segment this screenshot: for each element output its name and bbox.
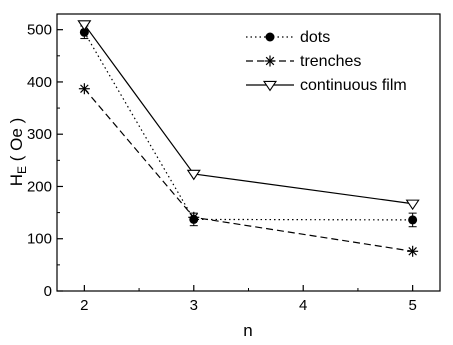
data-point-triangle xyxy=(186,169,201,181)
y-tick-label: 400 xyxy=(27,74,52,91)
y-tick-label: 0 xyxy=(44,283,52,300)
legend-item: continuous film xyxy=(246,77,407,94)
legend-label: trenches xyxy=(300,53,361,70)
y-tick-label: 300 xyxy=(27,126,52,143)
x-tick-label: 5 xyxy=(408,297,416,314)
x-tick-label: 2 xyxy=(80,297,88,314)
legend: dots trenches continuous film xyxy=(246,29,407,94)
data-point-asterisk xyxy=(407,245,419,257)
y-axis-title-rest: ( Oe ) xyxy=(7,118,26,166)
legend-label: continuous film xyxy=(300,77,407,94)
axis-ticks xyxy=(57,29,414,292)
y-axis-title-sub: E xyxy=(15,166,29,174)
data-point-triangle xyxy=(77,20,92,31)
data-point-dot xyxy=(79,27,89,37)
series-trenches xyxy=(78,83,419,257)
data-point-asterisk xyxy=(188,211,200,223)
y-tick-label: 500 xyxy=(27,22,52,39)
series-line xyxy=(83,88,413,252)
legend-item: trenches xyxy=(246,53,361,70)
y-tick-label: 100 xyxy=(27,231,52,248)
series-layer xyxy=(77,20,420,257)
plot-area xyxy=(56,13,441,292)
x-tick-label: 3 xyxy=(190,297,198,314)
series-dots xyxy=(79,25,418,228)
y-axis-title: HE ( Oe ) xyxy=(7,118,29,186)
y-axis-title-main: H xyxy=(7,174,26,186)
series-continuous-film xyxy=(77,20,420,211)
data-point-triangle xyxy=(405,199,420,211)
legend-item: dots xyxy=(246,29,330,46)
plot-frame xyxy=(56,13,441,292)
data-point-dot xyxy=(408,215,418,225)
x-tick-label: 4 xyxy=(299,297,307,314)
data-point-asterisk xyxy=(78,83,90,95)
axis-tick-labels: 2 3 4 5 0 100 200 300 400 500 xyxy=(27,22,417,314)
data-point-asterisk xyxy=(264,55,276,67)
x-axis-title: n xyxy=(243,321,252,340)
data-point-triangle xyxy=(262,80,278,92)
y-tick-label: 200 xyxy=(27,178,52,195)
data-point-dot xyxy=(265,32,275,42)
legend-label: dots xyxy=(300,29,330,46)
series-line xyxy=(83,24,413,205)
